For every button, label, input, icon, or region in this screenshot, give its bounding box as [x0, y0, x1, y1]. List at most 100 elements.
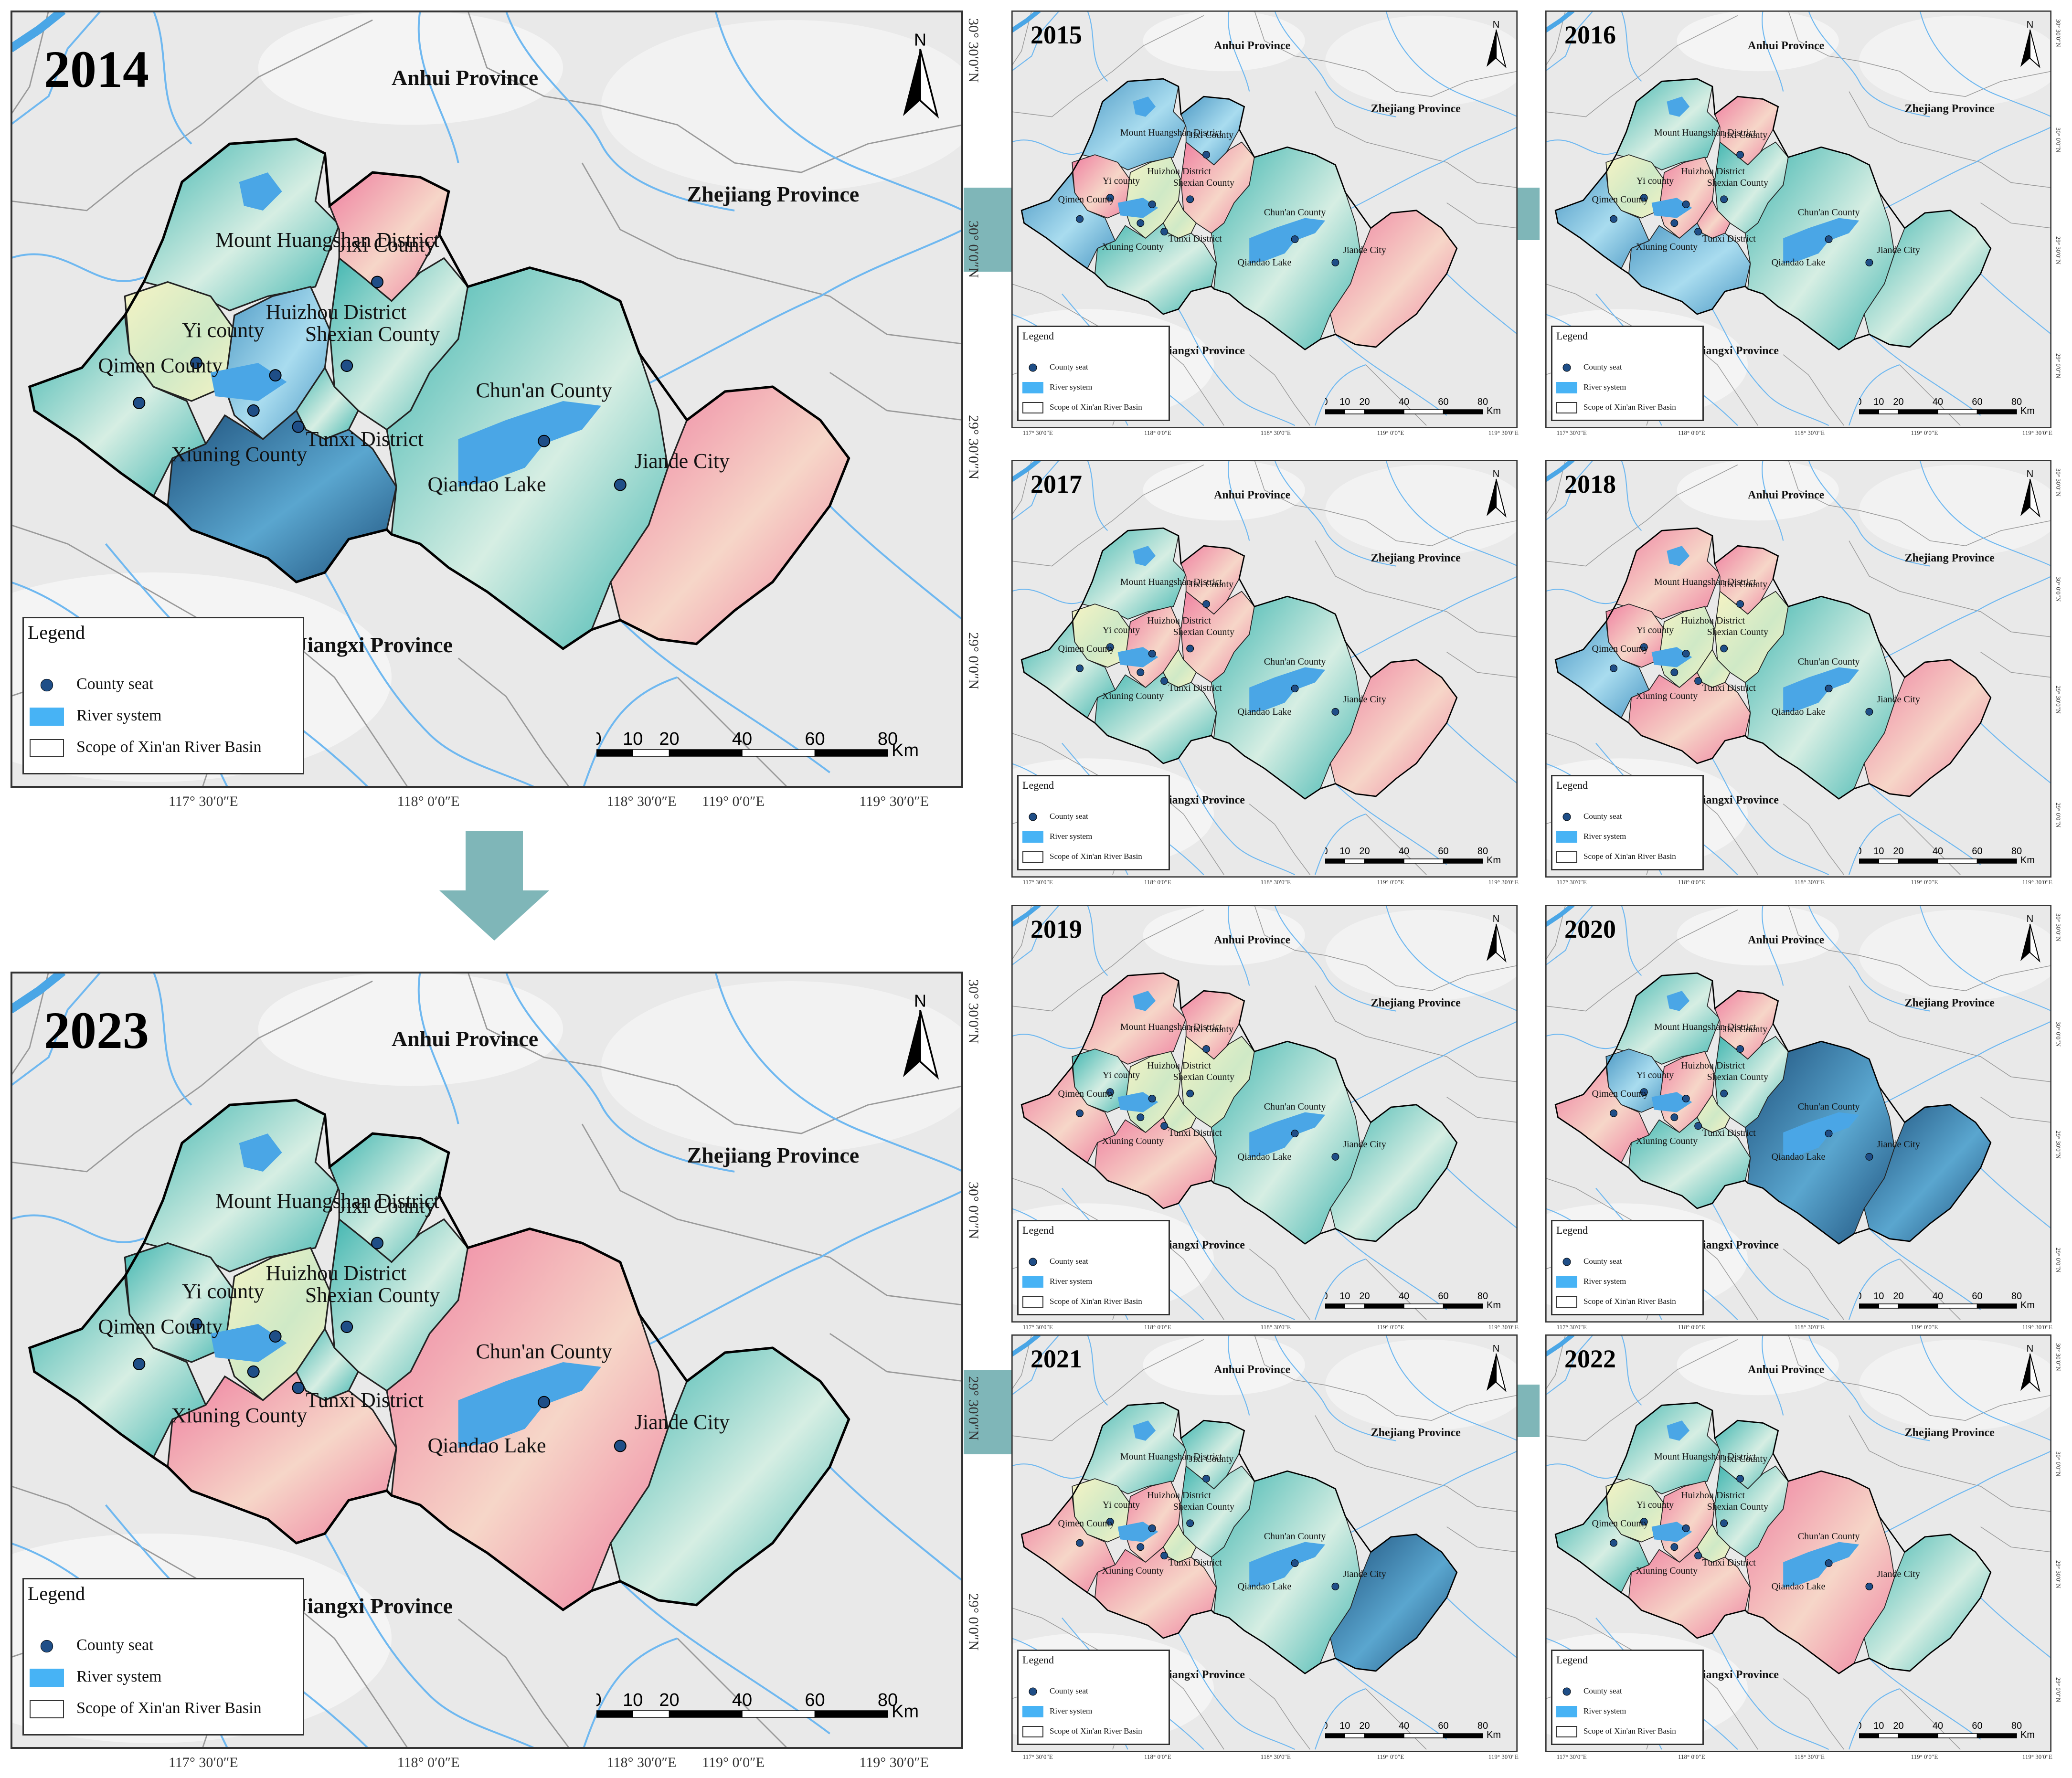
river-line	[1325, 1450, 1518, 1545]
latitude-label: 29° 30′0″N	[2055, 685, 2062, 714]
admin-boundary	[1446, 652, 1518, 678]
river-line	[1848, 364, 1900, 426]
latitude-label: 30° 30′0″N	[2055, 468, 2062, 497]
longitude-label: 117° 30′0″E	[1556, 429, 1587, 436]
place-label-tunxi: Tunxi District	[1168, 1557, 1222, 1568]
legend-box: Legend County seat River system Scope of Xi…	[22, 617, 304, 774]
county-seat-marker	[1694, 677, 1702, 685]
river-line	[1178, 1632, 1296, 1750]
scale-tick-label: 0	[1859, 397, 1862, 407]
place-label-jiande: Jiande City	[1877, 1139, 1920, 1150]
basin-outline	[1020, 972, 1458, 1245]
river-line	[11, 1214, 145, 1243]
lake-shape	[1651, 198, 1692, 218]
admin-boundary	[1249, 1678, 1310, 1750]
river-line	[1446, 273, 1518, 335]
legend-title: Legend	[1556, 779, 1588, 791]
admin-boundary	[1446, 1526, 1518, 1553]
county-seat-marker	[1137, 219, 1145, 227]
admin-boundary	[11, 19, 373, 212]
admin-boundary	[1254, 905, 1518, 991]
legend-label-county_seat: County seat	[76, 1636, 154, 1654]
north-arrow-icon: N	[1484, 468, 1508, 521]
place-label-jixi: Jixi County	[1723, 1454, 1768, 1465]
river-line	[1335, 334, 1447, 416]
admin-boundary	[1899, 364, 1961, 426]
terrain-patch	[1859, 15, 2051, 107]
river-line	[1385, 11, 1518, 117]
place-label-shexian: Shexian County	[305, 322, 440, 346]
place-label-tunxi: Tunxi District	[306, 1388, 424, 1412]
longitude-label: 119° 0′0″E	[1911, 429, 1938, 436]
river-line	[1446, 722, 1518, 784]
county-seat-marker	[1137, 1543, 1145, 1551]
river-line	[11, 972, 102, 1087]
latitude-label: 29° 30′0″N	[2055, 236, 2062, 265]
map-frame	[1011, 11, 1518, 428]
county-seat-symbol	[1556, 362, 1577, 373]
river-system-symbol	[1556, 831, 1577, 843]
admin-boundary	[1315, 91, 1518, 188]
admin-boundary	[829, 371, 963, 421]
legend-label-scope: Scope of Xin'an River Basin	[1583, 402, 1676, 412]
river-line	[1545, 139, 1616, 155]
latitude-label: 29° 0′0″N	[966, 1593, 981, 1651]
county-seat-marker	[1106, 1088, 1114, 1096]
basin-scope-symbol	[1022, 1726, 1043, 1737]
river-line	[1011, 139, 1083, 155]
province-label-jiangxi: Jiangxi Province	[1697, 794, 1779, 806]
county-seat-marker	[1670, 668, 1679, 677]
place-label-yi: Yi county	[1636, 1499, 1674, 1510]
place-label-jiande: Jiande City	[1343, 1568, 1386, 1579]
admin-boundary	[1446, 202, 1518, 229]
county-seat-marker	[1682, 1095, 1690, 1102]
north-arrow-icon: N	[1484, 913, 1508, 966]
county-seat-marker	[1694, 228, 1702, 236]
scale-tick-label: 0	[596, 1690, 602, 1710]
scale-unit-label: Km	[892, 741, 919, 761]
longitude-label: 119° 30′0″E	[1488, 429, 1519, 436]
river-line	[1011, 11, 1060, 72]
river-line	[1621, 1334, 1642, 1406]
scale-tick-label: 60	[1438, 1291, 1449, 1302]
river-system-symbol	[1022, 382, 1043, 393]
scale-tick-label: 80	[2011, 397, 2022, 407]
river-line	[1919, 11, 2051, 117]
place-label-yi: Yi county	[1636, 624, 1674, 635]
place-label-tunxi: Tunxi District	[1702, 233, 1756, 244]
place-label-xiuning: Xiuning County	[1102, 1565, 1164, 1576]
longitude-label: 118° 0′0″E	[1144, 878, 1171, 886]
county-seat-marker	[1736, 1045, 1744, 1053]
county-seat-marker	[1160, 1122, 1169, 1130]
place-label-chunan: Chun'an County	[1797, 1531, 1860, 1542]
down-arrow-icon	[439, 831, 549, 941]
place-label-xiuning: Xiuning County	[1636, 241, 1698, 252]
place-label-qiandao: Qiandao Lake	[1237, 257, 1292, 268]
county-seat-marker	[1106, 194, 1114, 202]
basin-outline	[1554, 972, 1992, 1245]
county-seat-marker	[371, 1237, 384, 1249]
place-label-huangshan: Mount Huangshan District	[1120, 577, 1222, 587]
river-line	[1011, 460, 1060, 521]
admin-boundary	[1545, 1334, 1566, 1391]
river-line	[324, 1533, 539, 1749]
place-label-tunxi: Tunxi District	[1168, 233, 1222, 244]
river-line	[1762, 460, 1784, 541]
scale-tick-label: 60	[805, 729, 825, 749]
legend-label-county_seat: County seat	[1050, 362, 1088, 372]
place-label-shexian: Shexian County	[1173, 1501, 1234, 1512]
longitude-label: 118° 30′0″E	[1260, 878, 1291, 886]
terrain-patch	[1325, 1339, 1518, 1431]
longitude-label: 119° 0′0″E	[1377, 878, 1404, 886]
admin-boundary	[1365, 364, 1427, 426]
county-seat-marker	[1694, 1552, 1702, 1560]
latitude-label: 29° 0′0″N	[2055, 353, 2062, 378]
north-label: N	[1493, 1344, 1499, 1354]
longitude-label: 119° 30′0″E	[859, 1755, 929, 1770]
latitude-label: 29° 30′0″N	[2055, 1130, 2062, 1159]
river-line	[1808, 460, 1930, 567]
terrain-patch	[601, 20, 963, 191]
lake-shape	[239, 172, 282, 211]
map-frame	[11, 11, 963, 788]
basin-scope-symbol	[1022, 402, 1043, 413]
